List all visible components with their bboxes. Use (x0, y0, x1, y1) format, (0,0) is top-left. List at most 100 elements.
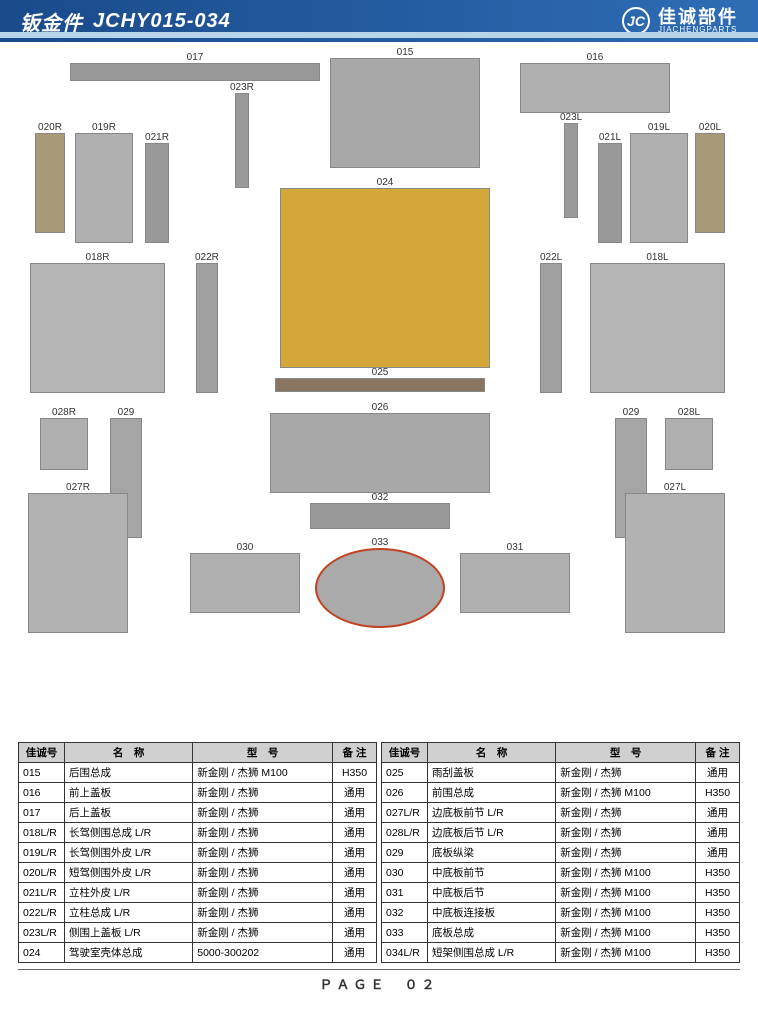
table-row: 020L/R短驾侧围外皮 L/R新金刚 / 杰狮通用 (19, 863, 377, 883)
part-020L: 020L (695, 122, 725, 233)
cell: 031 (382, 883, 428, 903)
part-025: 025 (275, 367, 485, 392)
part-024: 024 (280, 177, 490, 368)
cell: 022L/R (19, 903, 65, 923)
title-code: JCHY015-034 (93, 10, 231, 33)
cell: 通用 (333, 903, 377, 923)
part-image (630, 133, 688, 243)
part-019L: 019L (630, 122, 688, 243)
part-018L: 018L (590, 252, 725, 393)
part-image (270, 413, 490, 493)
part-image (145, 143, 169, 243)
cell: 026 (382, 783, 428, 803)
part-label: 031 (507, 542, 524, 553)
cell: 新金刚 / 杰狮 M100 (556, 943, 696, 963)
cell: 短驾侧围外皮 L/R (65, 863, 193, 883)
cell: 新金刚 / 杰狮 (556, 823, 696, 843)
table-row: 032中底板连接板新金刚 / 杰狮 M100H350 (382, 903, 740, 923)
part-image (330, 58, 480, 168)
col-header: 备 注 (696, 743, 740, 763)
cell: 新金刚 / 杰狮 M100 (556, 883, 696, 903)
cell: 033 (382, 923, 428, 943)
cell: 通用 (333, 843, 377, 863)
cell: 新金刚 / 杰狮 M100 (556, 783, 696, 803)
part-label: 023R (230, 82, 254, 93)
cell: 通用 (333, 863, 377, 883)
part-image (598, 143, 622, 243)
part-label: 021R (145, 132, 169, 143)
table-row: 022L/R立柱总成 L/R新金刚 / 杰狮通用 (19, 903, 377, 923)
col-header: 名 称 (428, 743, 556, 763)
table-row: 033底板总成新金刚 / 杰狮 M100H350 (382, 923, 740, 943)
part-image (40, 418, 88, 470)
table-row: 028L/R边底板后节 L/R新金刚 / 杰狮通用 (382, 823, 740, 843)
table-row: 025雨刮盖板新金刚 / 杰狮通用 (382, 763, 740, 783)
part-label: 015 (397, 47, 414, 58)
part-027L: 027L (625, 482, 725, 633)
cell: 030 (382, 863, 428, 883)
cell: 通用 (696, 763, 740, 783)
part-027R: 027R (28, 482, 128, 633)
part-label: 029 (118, 407, 135, 418)
part-label: 020R (38, 122, 62, 133)
brand-text: 佳诚部件 JIACHENGPARTS (658, 8, 738, 34)
brand-name-cn: 佳诚部件 (658, 8, 738, 26)
cell: 通用 (333, 823, 377, 843)
cell: 通用 (696, 823, 740, 843)
cell: 024 (19, 943, 65, 963)
part-017: 017 (70, 52, 320, 81)
cell: 通用 (333, 943, 377, 963)
part-label: 030 (237, 542, 254, 553)
part-033: 033 (315, 537, 445, 628)
cell: H350 (333, 763, 377, 783)
cell: H350 (696, 923, 740, 943)
cell: 034L/R (382, 943, 428, 963)
cell: 前上盖板 (65, 783, 193, 803)
part-015: 015 (330, 47, 480, 168)
part-032: 032 (310, 492, 450, 529)
cell: 015 (19, 763, 65, 783)
cell: 017 (19, 803, 65, 823)
cell: 新金刚 / 杰狮 M100 (193, 763, 333, 783)
part-image (275, 378, 485, 392)
part-image (190, 553, 300, 613)
cell: 021L/R (19, 883, 65, 903)
cell: H350 (696, 943, 740, 963)
col-header: 佳诚号 (19, 743, 65, 763)
cell: 长驾侧围总成 L/R (65, 823, 193, 843)
part-label: 032 (372, 492, 389, 503)
cell: 通用 (333, 883, 377, 903)
part-label: 019L (648, 122, 670, 133)
cell: 新金刚 / 杰狮 (193, 783, 333, 803)
cell: 通用 (696, 843, 740, 863)
cell: 后上盖板 (65, 803, 193, 823)
cell: 新金刚 / 杰狮 (193, 803, 333, 823)
part-label: 024 (377, 177, 394, 188)
table-row: 018L/R长驾侧围总成 L/R新金刚 / 杰狮通用 (19, 823, 377, 843)
cell: 底板纵梁 (428, 843, 556, 863)
brand-name-en: JIACHENGPARTS (658, 26, 738, 34)
part-image (590, 263, 725, 393)
part-label: 017 (187, 52, 204, 63)
spec-tables: 佳诚号名 称型 号备 注 015后围总成新金刚 / 杰狮 M100H350016… (0, 742, 758, 969)
cell: 新金刚 / 杰狮 M100 (556, 863, 696, 883)
part-022R: 022R (195, 252, 219, 393)
cell: H350 (696, 903, 740, 923)
table-row: 024驾驶室壳体总成5000-300202通用 (19, 943, 377, 963)
col-header: 佳诚号 (382, 743, 428, 763)
part-label: 027L (664, 482, 686, 493)
cell: 018L/R (19, 823, 65, 843)
table-row: 021L/R立柱外皮 L/R新金刚 / 杰狮通用 (19, 883, 377, 903)
brand-block: JC 佳诚部件 JIACHENGPARTS (622, 7, 738, 35)
col-header: 名 称 (65, 743, 193, 763)
col-header: 备 注 (333, 743, 377, 763)
part-image (695, 133, 725, 233)
part-label: 018L (646, 252, 668, 263)
cell: 短架侧围总成 L/R (428, 943, 556, 963)
table-row: 034L/R短架侧围总成 L/R新金刚 / 杰狮 M100H350 (382, 943, 740, 963)
part-label: 016 (587, 52, 604, 63)
part-label: 023L (560, 112, 582, 123)
part-label: 028R (52, 407, 76, 418)
brand-logo-icon: JC (622, 7, 650, 35)
part-image (70, 63, 320, 81)
